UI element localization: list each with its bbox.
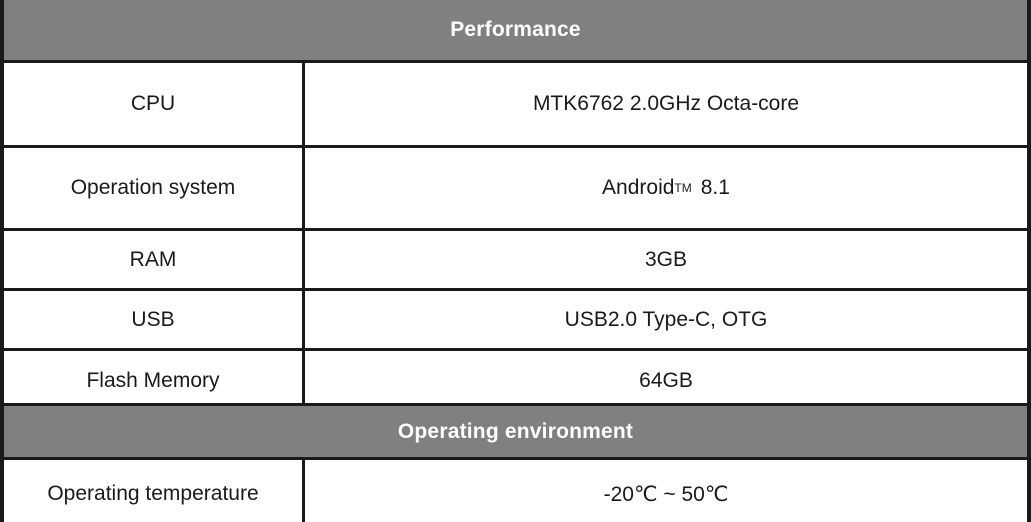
row-value-operation-system: Android TM 8.1 <box>602 176 730 199</box>
android-version: 8.1 <box>700 176 730 199</box>
row-label-operating-temperature: Operating temperature <box>4 460 305 522</box>
table-row: RAM 3GB <box>4 231 1027 291</box>
section-header-operating-environment-label: Operating environment <box>397 419 634 443</box>
section-header-performance-label: Performance <box>450 18 581 41</box>
row-value-flash-memory: 64GB <box>639 369 693 392</box>
row-value-ram: 3GB <box>644 247 688 271</box>
table-row: Flash Memory 64GB <box>4 351 1027 403</box>
table-row: Operating temperature -20℃ ~ 50℃ <box>4 460 1027 522</box>
android-label: Android <box>602 176 675 199</box>
table-row: Operation system Android TM 8.1 <box>4 148 1027 231</box>
table-row: USB USB2.0 Type-C, OTG <box>4 291 1027 351</box>
row-label-usb: USB <box>4 291 305 348</box>
row-label-operation-system: Operation system <box>4 148 305 228</box>
row-value-usb: USB2.0 Type-C, OTG <box>564 307 768 331</box>
row-label-cpu: CPU <box>4 63 305 145</box>
row-value-operating-temperature: -20℃ ~ 50℃ <box>603 483 729 506</box>
section-header-operating-environment: Operating environment <box>4 403 1027 460</box>
row-value-cpu: MTK6762 2.0GHz Octa-core <box>532 92 800 115</box>
row-label-ram: RAM <box>4 231 305 288</box>
row-label-flash-memory: Flash Memory <box>4 351 305 403</box>
section-header-performance: Performance <box>4 0 1027 63</box>
table-row: CPU MTK6762 2.0GHz Octa-core <box>4 63 1027 148</box>
